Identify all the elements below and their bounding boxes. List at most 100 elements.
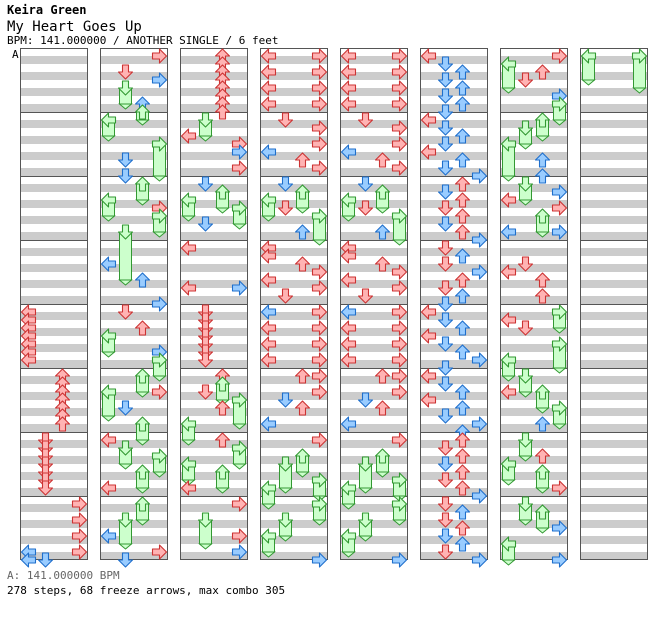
beat-stripe [260,152,328,160]
beat-stripe [580,376,648,384]
beat-stripe [420,136,488,144]
left-arrow-icon [260,320,277,336]
beat-stripe [260,296,328,304]
left-arrow-icon [500,384,517,400]
beat-stripe [420,264,488,272]
beat-stripe [340,248,408,256]
down-arrow-icon [437,72,454,88]
up-arrow-icon [134,464,151,480]
beat-stripe [340,88,408,96]
up-arrow-icon [534,152,551,168]
beat-stripe [180,280,248,288]
up-arrow-icon [454,288,471,304]
freeze-arrow-tail [552,119,567,126]
beat-stripe [180,152,248,160]
beat-stripe [20,328,88,336]
bpm-legend: A: 141.000000 BPM [7,569,120,582]
up-arrow-icon [454,400,471,416]
left-arrow-icon [500,192,517,208]
beat-stripe [500,88,568,96]
down-arrow-icon [37,480,54,496]
down-arrow-icon [437,240,454,256]
down-arrow-icon [197,352,214,368]
beat-stripe [20,488,88,496]
beat-stripe [180,296,248,304]
up-arrow-icon [454,192,471,208]
beat-stripe [20,360,88,368]
left-arrow-icon [340,304,357,320]
beat-stripe [580,472,648,480]
up-arrow-icon [454,448,471,464]
beat-stripe [420,88,488,96]
beat-stripe [20,264,88,272]
up-arrow-icon [294,256,311,272]
freeze-arrow-tail [295,207,310,214]
down-arrow-icon [437,512,454,528]
beat-stripe [420,232,488,240]
beat-stripe [100,360,168,368]
freeze-arrow-tail [552,423,567,430]
beat-stripe [20,424,88,432]
freeze-arrow-tail [101,215,116,222]
left-arrow-icon [260,528,277,544]
right-arrow-icon [391,336,408,352]
up-arrow-icon [534,112,551,128]
right-arrow-icon [311,352,328,368]
beat-stripe [260,376,328,384]
up-arrow-icon [454,344,471,360]
beat-stripe [580,168,648,176]
right-arrow-icon [551,200,568,216]
left-arrow-icon [420,112,437,128]
left-arrow-icon [500,264,517,280]
freeze-arrow-tail [501,175,516,182]
up-arrow-icon [454,224,471,240]
beat-stripe [340,392,408,400]
freeze-arrow-tail [581,79,596,86]
freeze-arrow-tail [232,463,247,470]
beat-stripe [20,216,88,224]
freeze-arrow-tail [501,375,516,382]
freeze-arrow-tail [518,143,533,150]
beat-stripe [420,152,488,160]
beat-stripe [340,120,408,128]
left-arrow-icon [340,144,357,160]
down-arrow-icon [437,160,454,176]
beat-stripe [100,296,168,304]
beat-stripe [20,472,88,480]
left-arrow-icon [260,144,277,160]
beat-stripe [580,536,648,544]
down-arrow-icon [277,176,294,192]
right-arrow-icon [471,352,488,368]
beat-stripe [180,536,248,544]
right-arrow-icon [391,96,408,112]
up-arrow-icon [294,152,311,168]
beat-stripe [580,152,648,160]
beat-stripe [420,248,488,256]
beat-stripe [20,296,88,304]
chart-column-8 [580,48,648,560]
right-arrow-icon [151,384,168,400]
freeze-arrow-tail [392,239,407,246]
beat-stripe [580,424,648,432]
beat-stripe [20,520,88,528]
beat-stripe [420,376,488,384]
left-arrow-icon [420,328,437,344]
up-arrow-icon [374,368,391,384]
beat-stripe [100,408,168,416]
beat-stripe [180,104,248,112]
left-arrow-icon [340,320,357,336]
down-arrow-icon [437,280,454,296]
right-arrow-icon [471,232,488,248]
up-arrow-icon [454,80,471,96]
up-arrow-icon [454,464,471,480]
left-arrow-icon [340,528,357,544]
freeze-arrow-tail [518,199,533,206]
down-arrow-icon [117,64,134,80]
down-arrow-icon [437,312,454,328]
down-arrow-icon [437,496,454,512]
right-arrow-icon [231,440,248,456]
freeze-arrow-tail [518,519,533,526]
beat-stripe [20,376,88,384]
beat-stripe [420,408,488,416]
bpm-marker: A [12,48,19,61]
